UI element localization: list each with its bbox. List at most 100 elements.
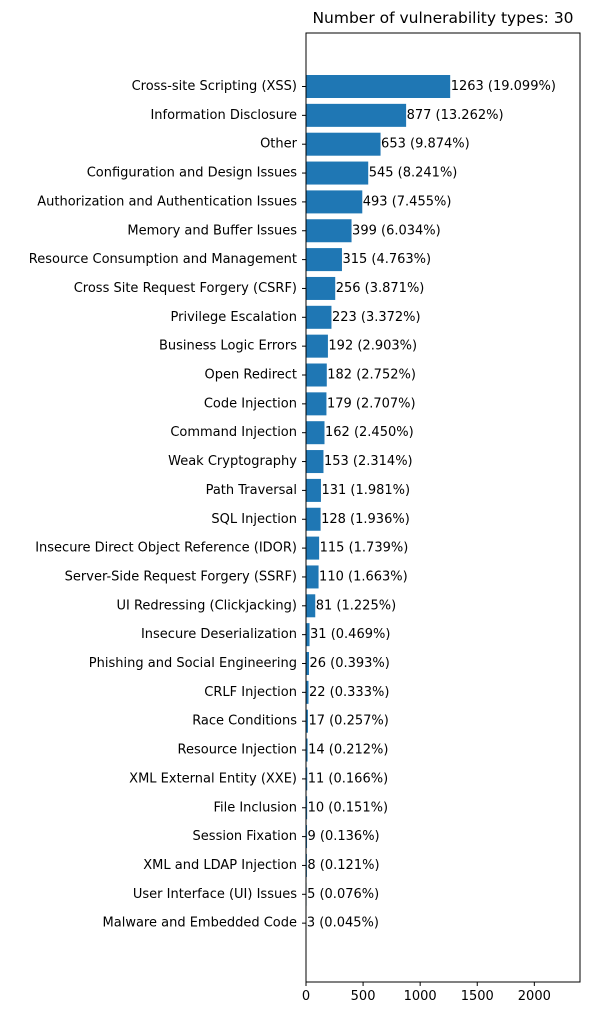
chart-title: Number of vulnerability types: 30 [312,9,573,27]
x-tick-label: 0 [302,989,310,1004]
bar [306,103,407,127]
category-label: Race Conditions [192,714,297,729]
category-label: Other [260,137,298,152]
value-label: 3 (0.045%) [307,916,379,931]
bar [306,421,325,445]
category-label: Memory and Buffer Issues [127,223,297,238]
value-label: 153 (2.314%) [324,454,413,469]
bar [306,190,363,214]
value-label: 545 (8.241%) [369,166,458,181]
category-label: Malware and Embedded Code [103,916,297,931]
category-label: Privilege Escalation [171,310,297,325]
value-label: 399 (6.034%) [352,223,441,238]
category-label: XML External Entity (XXE) [129,771,297,786]
value-label: 9 (0.136%) [308,829,380,844]
bar [306,478,321,502]
category-labels: Cross-site Scripting (XSS) Information Di… [29,79,298,931]
category-label: Information Disclosure [150,108,297,123]
value-label: 115 (1.739%) [320,541,409,556]
bar [306,680,309,704]
bar [306,652,309,675]
category-label: Session Fixation [193,829,297,844]
category-label: Server-Side Request Forgery (SSRF) [65,569,297,584]
category-label: UI Redressing (Clickjacking) [117,598,298,613]
category-label: Insecure Deserialization [141,627,297,642]
bar [306,305,332,329]
value-label: 10 (0.151%) [308,800,388,815]
value-label: 179 (2.707%) [327,396,416,411]
category-label: Configuration and Design Issues [87,166,298,181]
category-label: Cross Site Request Forgery (CSRF) [74,281,297,296]
bar [306,594,316,618]
category-label: Code Injection [204,396,297,411]
category-label: Resource Injection [178,743,297,758]
bar [306,536,320,560]
value-label: 131 (1.981%) [321,483,410,498]
value-label: 8 (0.121%) [307,858,379,873]
value-label: 493 (7.455%) [363,194,452,209]
bar [306,161,369,185]
axes [305,32,581,983]
category-label: Resource Consumption and Management [29,252,297,267]
value-label: 162 (2.450%) [325,425,414,440]
category-label: Weak Cryptography [168,454,297,469]
x-tick-label: 1500 [461,989,494,1004]
bar [306,363,327,387]
category-label: Business Logic Errors [159,339,297,354]
value-label: 11 (0.166%) [308,771,388,786]
x-tick-label: 500 [351,989,376,1004]
bar [306,623,310,647]
value-label: 26 (0.393%) [309,656,389,671]
bar [306,825,308,849]
bar [306,450,324,474]
value-label: 315 (4.763%) [342,252,431,267]
category-label: File Inclusion [213,800,297,815]
bar [306,565,319,589]
value-label: 192 (2.903%) [328,339,417,354]
category-label: SQL Injection [211,512,297,527]
category-label: Cross-site Scripting (XSS) [132,79,297,94]
category-label: Authorization and Authentication Issues [37,194,297,209]
value-label: 223 (3.372%) [332,310,421,325]
bar [306,709,308,733]
value-label: 81 (1.225%) [316,598,396,613]
value-label: 182 (2.752%) [327,368,416,383]
category-label: CRLF Injection [204,685,297,700]
value-label: 256 (3.871%) [336,281,425,296]
category-label: Path Traversal [206,483,297,498]
category-label: Phishing and Social Engineering [89,656,297,671]
value-labels: 1263 (19.099%) 877 (13.262%) 653 (9.874%) 5… [307,79,556,931]
plot-frame [305,32,581,983]
x-tick-label: 1000 [404,989,437,1004]
bar [306,738,308,762]
bar [306,334,328,358]
value-label: 14 (0.212%) [308,743,388,758]
value-label: 5 (0.076%) [307,887,379,902]
value-label: 128 (1.936%) [321,512,410,527]
bars-layer [306,75,451,935]
bar [306,219,352,243]
value-label: 31 (0.469%) [310,627,390,642]
value-label: 653 (9.874%) [381,137,470,152]
bar [306,796,308,820]
category-label: Open Redirect [205,368,297,383]
value-label: 1263 (19.099%) [451,79,556,94]
bar [306,75,451,98]
value-label: 877 (13.262%) [407,108,504,123]
x-tick-label: 2000 [518,989,551,1004]
bar [306,507,321,531]
category-label: Insecure Direct Object Reference (IDOR) [35,541,297,556]
bar [306,767,308,791]
value-label: 22 (0.333%) [309,685,389,700]
category-label: Command Injection [170,425,297,440]
category-label: XML and LDAP Injection [143,858,297,873]
bar [306,276,336,300]
category-label: User Interface (UI) Issues [133,887,297,902]
bar [306,132,381,156]
bar [306,392,327,416]
bar [306,248,342,272]
value-label: 110 (1.663%) [319,569,408,584]
x-axis-ticks: 0 500 1000 1500 2000 [302,86,551,1004]
value-label: 17 (0.257%) [308,714,388,729]
